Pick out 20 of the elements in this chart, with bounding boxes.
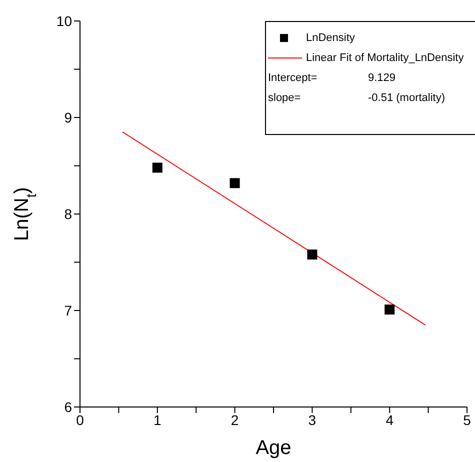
legend-label: LnDensity [306,32,355,44]
y-tick-label: 8 [64,206,72,222]
x-tick-label: 4 [386,412,394,428]
x-tick-label: 0 [76,412,84,428]
point [230,178,240,188]
y-tick-label: 7 [64,302,72,318]
x-tick-label: 1 [154,412,162,428]
y-tick-label: 10 [56,12,72,29]
legend-label: Linear Fit of Mortality_LnDensity [306,52,464,64]
text: Intercept= 9.129 [268,72,396,84]
text: slope= -0.51 (mortality) [268,92,446,104]
y-tick-label: 9 [64,109,72,126]
point [384,304,395,315]
x-tick-label: 3 [308,412,316,428]
x-tick-label: 2 [230,412,239,428]
x-axis-title: Age [256,437,292,459]
point [152,162,162,173]
point [307,250,318,260]
y-tick-label: 6 [64,398,72,415]
x-tick-label: 5 [463,412,472,428]
